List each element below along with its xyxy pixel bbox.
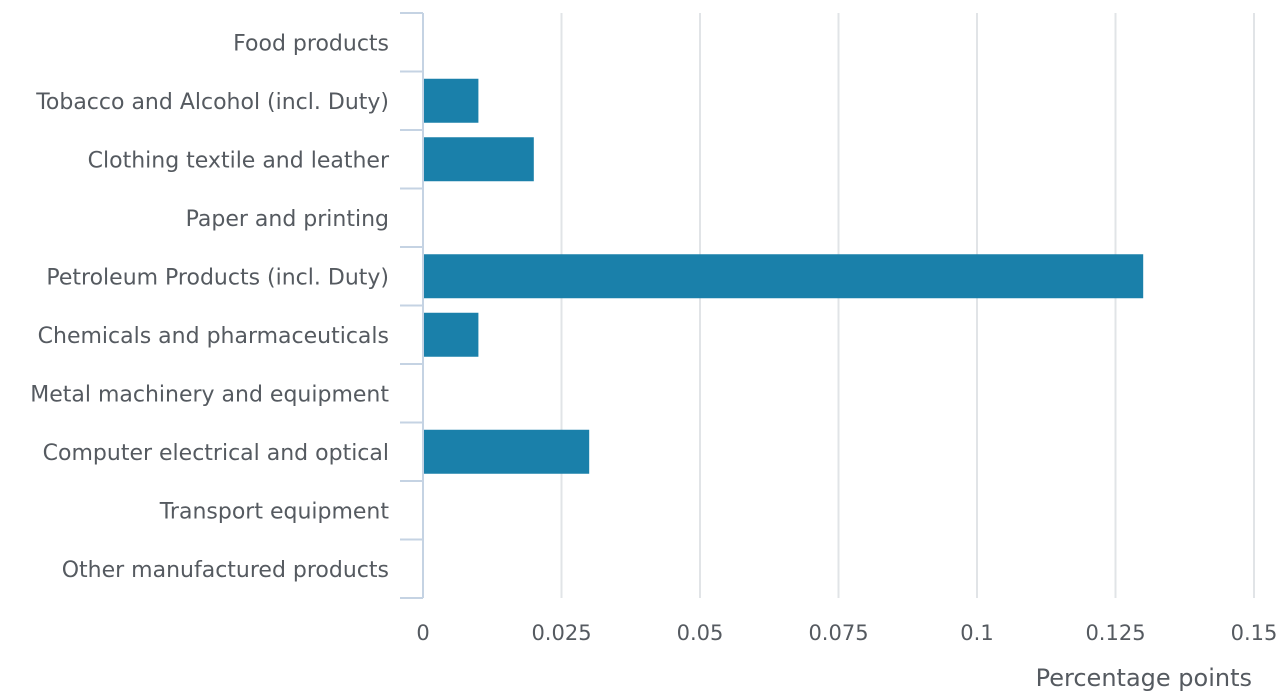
x-tick-labels: 0 0.025 0.05 0.075 0.1 0.125 0.15 (416, 621, 1277, 645)
x-tick-label: 0.05 (677, 621, 724, 645)
y-axis (400, 12, 424, 599)
category-label: Metal machinery and equipment (30, 382, 389, 407)
category-label: Paper and printing (186, 207, 389, 232)
x-tick-label: 0.125 (1085, 621, 1145, 645)
x-tick-label: 0.15 (1231, 621, 1278, 645)
x-tick-label: 0.1 (960, 621, 993, 645)
category-labels: Food products Tobacco and Alcohol (incl. … (30, 31, 390, 583)
bar[interactable] (423, 254, 1144, 299)
category-label: Chemicals and pharmaceuticals (38, 324, 389, 349)
bars (423, 78, 1144, 474)
category-label: Other manufactured products (62, 558, 389, 583)
grid-lines (560, 13, 1255, 598)
x-tick-label: 0.025 (531, 621, 591, 645)
bar[interactable] (423, 312, 479, 357)
category-label: Clothing textile and leather (88, 148, 390, 173)
x-tick-label: 0 (416, 621, 429, 645)
x-axis-title: Percentage points (1036, 664, 1252, 692)
bar[interactable] (423, 429, 590, 474)
category-label: Transport equipment (159, 499, 390, 524)
category-label: Petroleum Products (incl. Duty) (46, 265, 389, 290)
bar[interactable] (423, 137, 534, 182)
category-label: Tobacco and Alcohol (incl. Duty) (35, 90, 389, 115)
category-label: Food products (233, 31, 389, 56)
x-tick-label: 0.075 (808, 621, 868, 645)
category-label: Computer electrical and optical (43, 441, 389, 466)
bar[interactable] (423, 78, 479, 123)
